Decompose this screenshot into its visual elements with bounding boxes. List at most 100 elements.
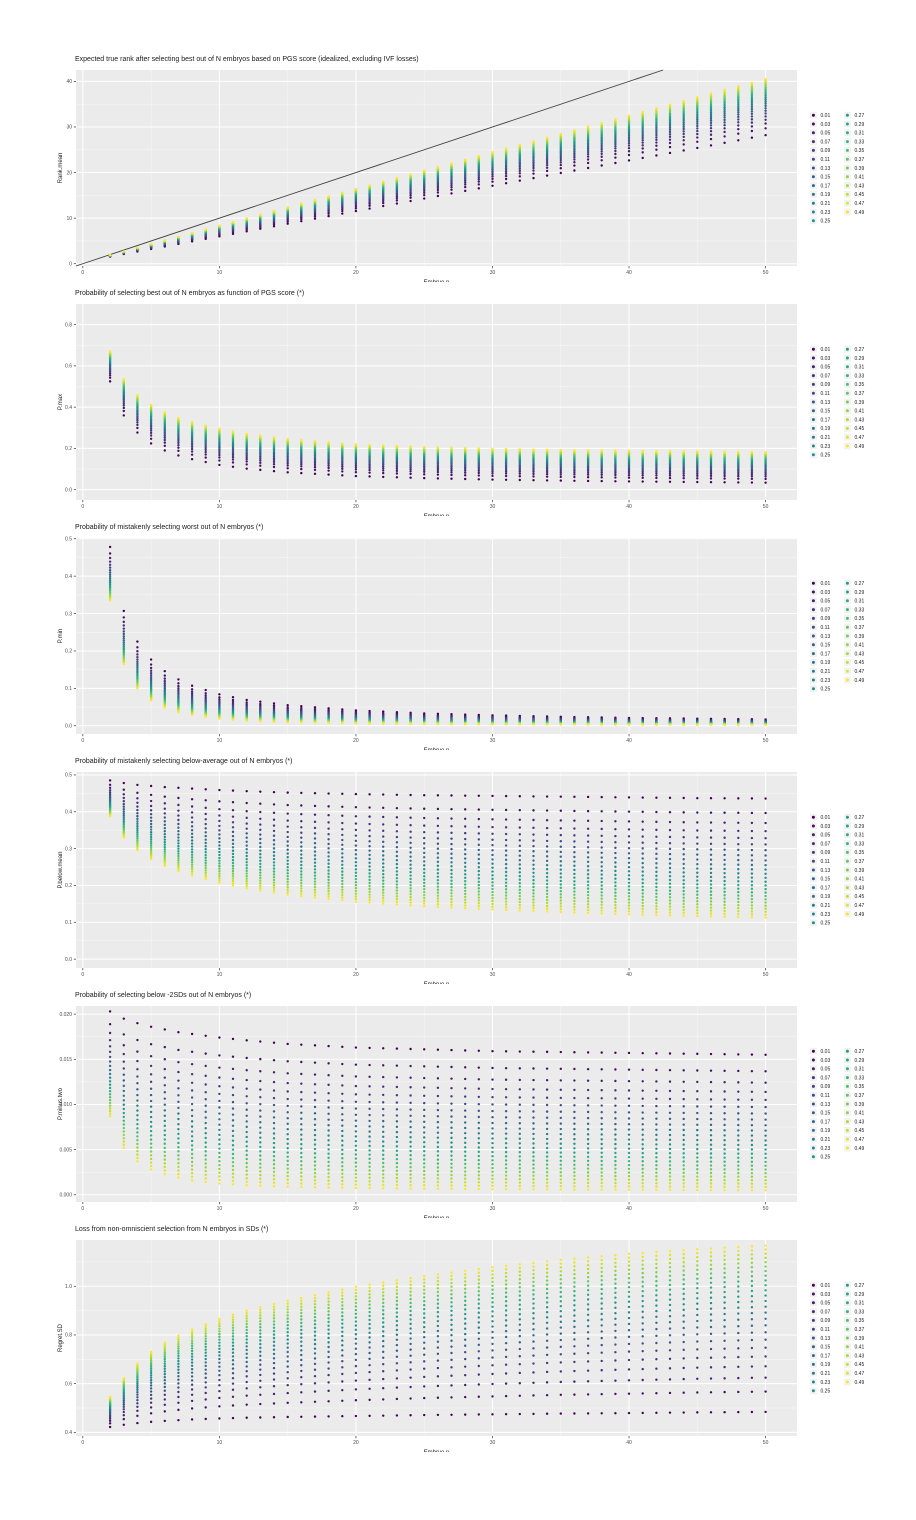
legend-point-icon (811, 1076, 815, 1080)
legend-item-label: 0.11 (821, 625, 831, 631)
legend-item-label: 0.47 (855, 669, 865, 675)
legend-item-label: 0.09 (821, 1318, 831, 1324)
legend-item-label: 0.17 (821, 1353, 831, 1359)
legend-point-icon (811, 1345, 815, 1349)
legend-point-icon (811, 687, 815, 691)
legend-point-icon (811, 175, 815, 179)
legend-item-label: 0.49 (855, 1380, 865, 1386)
legend-point-icon (811, 400, 815, 404)
legend-item-label: 0.45 (855, 660, 865, 666)
legend-item-label: 0.31 (855, 1301, 865, 1307)
legend-point-icon (845, 382, 849, 386)
legend: 0.01 0.03 0.05 0.07 0.09 0.11 0.13 0.15 0.17 0.19… (810, 813, 865, 927)
subplot-rank-mean: Expected true rank after selecting best … (58, 56, 865, 282)
x-axis-label: Embryo.n (424, 1450, 450, 1452)
legend-point-icon (811, 1084, 815, 1088)
legend-item-label: 0.23 (821, 1146, 831, 1152)
subplot-p-minus-two: Probability of selecting below -2SDs out… (58, 992, 864, 1218)
legend-point-icon (845, 1146, 849, 1150)
y-axis-label: P.minus.two (58, 1087, 64, 1120)
legend-item-label: 0.01 (821, 1049, 831, 1055)
legend-point-icon (845, 1327, 849, 1331)
axes: 0 10 20 30 40 50 0 10 20 30 40 (66, 79, 768, 276)
y-tick-label: 0.000 (59, 1192, 72, 1198)
legend-item-label: 0.29 (855, 1292, 865, 1298)
legend-item-label: 0.37 (855, 625, 865, 631)
legend-point-icon (845, 1120, 849, 1124)
legend-point-icon (811, 1292, 815, 1296)
legend-item-label: 0.33 (855, 841, 865, 847)
legend-point-icon (845, 1283, 849, 1287)
plot-panel (76, 304, 797, 500)
legend-point-icon (811, 347, 815, 351)
legend-item-label: 0.47 (855, 903, 865, 909)
legend-item-label: 0.03 (821, 1292, 831, 1298)
legend-item-label: 0.33 (855, 373, 865, 379)
legend-item-label: 0.43 (855, 1353, 865, 1359)
legend-point-icon (811, 382, 815, 386)
legend-item-label: 0.19 (821, 1362, 831, 1368)
legend-item-label: 0.19 (821, 192, 831, 198)
x-tick-label: 10 (217, 1440, 223, 1446)
y-tick-label: 0.005 (59, 1147, 72, 1153)
legend-point-icon (811, 1371, 815, 1375)
y-tick-label: 0.1 (65, 920, 72, 926)
legend-point-icon (845, 166, 849, 170)
y-axis-label: Regret.SD (58, 1323, 64, 1352)
legend-item-label: 0.23 (821, 444, 831, 450)
legend-point-icon (845, 356, 849, 360)
legend-item-label: 0.01 (821, 815, 831, 821)
legend-item-label: 0.35 (855, 382, 865, 388)
x-axis-label: Embryo.n (424, 1216, 450, 1218)
x-tick-label: 30 (490, 738, 496, 744)
legend-item-label: 0.25 (821, 1389, 831, 1395)
legend-item-label: 0.21 (821, 1137, 831, 1143)
legend-item-label: 0.03 (821, 356, 831, 362)
legend-item-label: 0.43 (855, 417, 865, 423)
legend-item-label: 0.29 (855, 824, 865, 830)
x-tick-label: 50 (763, 504, 769, 510)
legend-point-icon (811, 599, 815, 603)
legend-item-label: 0.45 (855, 894, 865, 900)
y-tick-label: 0.6 (65, 1381, 72, 1387)
legend-point-icon (811, 1389, 815, 1393)
legend-item-label: 0.23 (821, 912, 831, 918)
legend-point-icon (811, 1146, 815, 1150)
legend-point-icon (845, 1102, 849, 1106)
legend-point-icon (845, 1084, 849, 1088)
legend-item-label: 0.13 (821, 1336, 831, 1342)
legend-point-icon (811, 1327, 815, 1331)
y-tick-label: 0.2 (65, 649, 72, 655)
legend-point-icon (811, 634, 815, 638)
plot-panel (76, 1240, 797, 1436)
legend-point-icon (811, 157, 815, 161)
x-tick-label: 20 (353, 972, 359, 978)
legend-item-label: 0.23 (821, 678, 831, 684)
legend-point-icon (845, 175, 849, 179)
legend-point-icon (845, 842, 849, 846)
y-tick-label: 0.8 (65, 322, 72, 328)
legend-item-label: 0.33 (855, 139, 865, 145)
plot-title: Probability of mistakenly selecting wors… (75, 524, 263, 531)
axes: 0 10 20 30 40 50 0.0 0.1 0.2 0.3 0.4 0.5 (65, 773, 769, 978)
identity-line (75, 69, 664, 267)
legend-point-icon (845, 678, 849, 682)
legend-item-label: 0.49 (855, 444, 865, 450)
legend-point-icon (811, 643, 815, 647)
legend-item-label: 0.19 (821, 660, 831, 666)
legend-item-label: 0.43 (855, 885, 865, 891)
legend-item-label: 0.25 (821, 219, 831, 225)
legend-point-icon (811, 1336, 815, 1340)
embryo-selection-figure: Expected true rank after selecting best … (0, 48, 916, 1452)
legend-item-label: 0.23 (821, 1380, 831, 1386)
legend-item-label: 0.13 (821, 400, 831, 406)
legend: 0.01 0.03 0.05 0.07 0.09 0.11 0.13 0.15 0.17 0.19… (810, 579, 865, 693)
y-tick-label: 0.5 (65, 773, 72, 779)
legend-item-label: 0.49 (855, 210, 865, 216)
legend-item-label: 0.45 (855, 1362, 865, 1368)
x-tick-label: 20 (353, 270, 359, 276)
x-tick-label: 40 (626, 972, 632, 978)
x-axis-label: Embryo.n (424, 514, 450, 516)
plot-panel (76, 538, 797, 734)
legend-item-label: 0.23 (821, 210, 831, 216)
